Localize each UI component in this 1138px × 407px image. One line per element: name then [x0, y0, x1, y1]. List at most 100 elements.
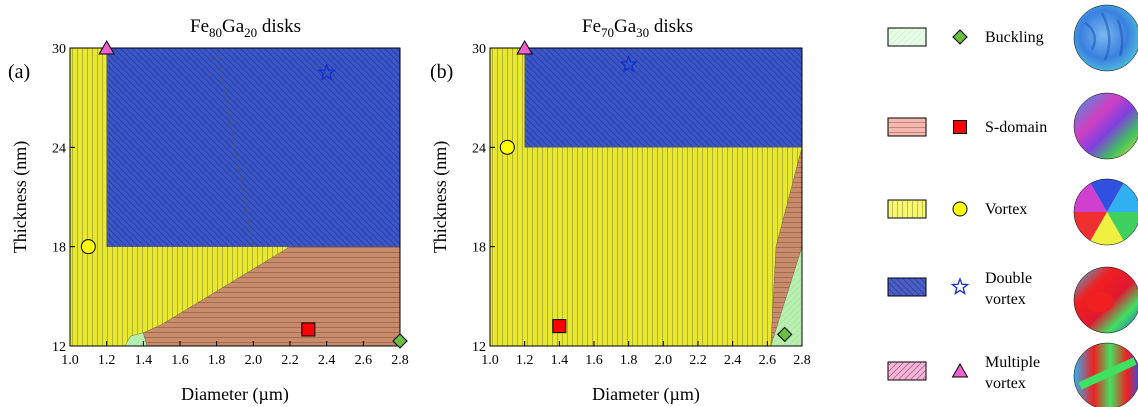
y-tick-label: 18 — [472, 241, 486, 256]
panel-b-regions — [490, 48, 802, 346]
vortex-sector — [1074, 183, 1107, 212]
legend-swatch-hatch — [888, 28, 926, 46]
vortex-sector — [1090, 179, 1124, 212]
x-tick-label: 1.4 — [135, 353, 153, 368]
panel-a-ylabel: Thickness (nm) — [10, 141, 31, 253]
x-tick-label: 1.0 — [481, 353, 499, 368]
vortex-sector — [1090, 212, 1124, 245]
y-tick-label: 12 — [52, 340, 66, 355]
region-double-vortex-hatch — [524, 48, 802, 148]
panel-a: Fe80Ga20 disks (a) 1.0 1.2 1.4 1.6 1.8 2.0 2.2… — [8, 16, 409, 405]
x-tick-label: 2.6 — [355, 353, 373, 368]
vortex-sector — [1074, 212, 1107, 241]
panel-a-label: (a) — [8, 61, 30, 83]
domain-image-outline — [1073, 178, 1138, 246]
x-tick-label: 1.4 — [551, 353, 569, 368]
region-buckling-hatch — [770, 246, 802, 346]
region-double-vortex-hatch — [106, 48, 254, 247]
x-tick-label: 1.2 — [98, 353, 116, 368]
legend-marker-star-icon — [950, 277, 970, 295]
panel-b-markers — [499, 39, 793, 343]
x-tick-label: 1.8 — [620, 353, 638, 368]
panel-b-ticks: 1.0 1.2 1.4 1.6 1.8 2.0 2.2 2.4 2.6 2.8 12 18 24 30 — [472, 42, 811, 368]
legend-swatch-hatch — [888, 278, 926, 296]
domain-image-outline — [1073, 92, 1138, 160]
x-tick-label: 2.2 — [689, 353, 707, 368]
panel-b-title: Fe70Ga30 disks — [582, 16, 693, 40]
x-tick-label: 2.0 — [245, 353, 263, 368]
legend-item-s-domain: S-domain — [887, 92, 1138, 160]
x-tick-label: 2.8 — [391, 353, 409, 368]
x-tick-label: 1.2 — [516, 353, 534, 368]
marker-vortex — [499, 139, 515, 155]
s-domain-image — [1073, 92, 1138, 160]
legend-item-buckling: Buckling — [887, 4, 1138, 72]
legend-label: vortex — [985, 291, 1026, 308]
marker-multiple-vortex — [98, 39, 116, 55]
y-tick-label: 30 — [472, 42, 486, 57]
legend-label: Double — [985, 270, 1032, 287]
panel-b: Fe70Ga30 disks (b) 1.0 1.2 1.4 1.6 1.8 2.0 2.2… — [430, 16, 811, 405]
legend-item-multiple-vortex: Multiple vortex — [887, 342, 1138, 407]
x-tick-label: 2.8 — [793, 353, 811, 368]
legend-swatch-hatch — [888, 200, 926, 218]
marker-buckling — [392, 333, 408, 349]
x-tick-label: 1.6 — [171, 353, 189, 368]
domain-image-disk — [1074, 5, 1138, 71]
x-tick-label: 1.6 — [585, 353, 603, 368]
marker-multiple-vortex — [516, 39, 534, 55]
legend-swatch-hatch — [888, 118, 926, 136]
double-vortex-domain-image — [1073, 266, 1138, 334]
marker-buckling — [776, 326, 793, 343]
y-tick-label: 30 — [52, 42, 66, 57]
panel-a-regions — [70, 48, 400, 346]
y-tick-label: 12 — [472, 340, 486, 355]
vortex-sector — [1107, 212, 1138, 241]
x-tick-label: 2.2 — [281, 353, 299, 368]
marker-vortex — [80, 239, 96, 255]
y-tick-label: 24 — [52, 141, 66, 156]
legend-item-vortex: Vortex — [887, 178, 1138, 246]
buckling-domain-image — [1073, 4, 1138, 72]
legend-label: Buckling — [985, 29, 1044, 46]
legend-marker-diamond-icon — [952, 29, 968, 45]
legend-marker-square-icon — [953, 120, 967, 134]
panel-b-label: (b) — [430, 61, 453, 83]
x-tick-label: 2.0 — [655, 353, 673, 368]
x-tick-label: 2.6 — [759, 353, 777, 368]
panel-a-frame — [69, 47, 401, 347]
legend-swatch-hatch — [888, 362, 926, 380]
marker-double-vortex — [619, 54, 639, 73]
y-tick-label: 24 — [472, 141, 486, 156]
legend-label: Vortex — [985, 201, 1027, 218]
region-double-vortex-hatch — [216, 48, 400, 247]
legend-item-double-vortex: Double vortex — [887, 266, 1138, 334]
multiple-vortex-wall — [1078, 357, 1137, 390]
marker-s-domain — [552, 319, 567, 334]
panel-a-xlabel: Diameter (µm) — [181, 384, 289, 405]
y-tick-label: 18 — [52, 241, 66, 256]
x-tick-label: 1.0 — [61, 353, 79, 368]
multiple-vortex-domain-image — [1073, 342, 1138, 407]
legend: BucklingS-domainVortexDoublevortexMultip… — [887, 4, 1138, 407]
vortex-domain-image — [1073, 178, 1138, 246]
domain-image-outline — [1073, 4, 1138, 72]
panel-a-markers — [80, 39, 408, 349]
legend-label: Multiple — [985, 354, 1040, 371]
marker-s-domain — [301, 322, 316, 337]
x-tick-label: 2.4 — [724, 353, 742, 368]
panel-a-title: Fe80Ga20 disks — [190, 16, 301, 40]
x-tick-label: 1.8 — [208, 353, 226, 368]
panel-b-xlabel: Diameter (µm) — [592, 384, 700, 405]
legend-marker-triangle-icon — [951, 362, 969, 378]
legend-label: S-domain — [985, 119, 1047, 136]
double-vortex-core — [1086, 292, 1114, 312]
panel-a-ticks: 1.0 1.2 1.4 1.6 1.8 2.0 2.2 2.4 2.6 2.8 12 18 24 30 — [52, 42, 409, 368]
buckling-ripple — [1084, 12, 1124, 61]
legend-label: vortex — [985, 375, 1026, 392]
vortex-sector — [1107, 183, 1138, 212]
x-tick-label: 2.4 — [318, 353, 336, 368]
domain-image-outline — [1073, 342, 1138, 407]
domain-image-disk — [1074, 93, 1138, 159]
